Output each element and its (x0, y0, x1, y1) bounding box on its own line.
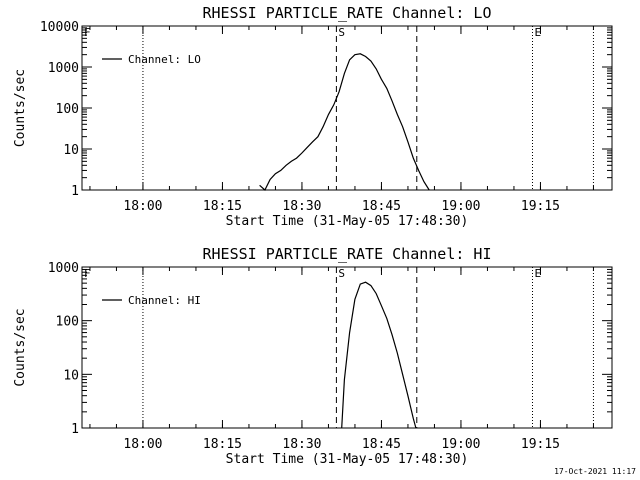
chart1-x-tick-label: 19:15 (521, 199, 560, 214)
chart2-y-tick-label: 1000 (48, 261, 79, 276)
chart1-x-tick-label: 18:45 (362, 199, 401, 214)
chart2-x-tick-label: 18:30 (282, 437, 321, 452)
chart1-time-marker-label: S (338, 26, 345, 39)
chart2-time-marker-label: S (338, 267, 345, 280)
chart1-title: RHESSI PARTICLE_RATE Channel: LO (203, 4, 492, 22)
chart2-time-marker-label: E (535, 267, 542, 280)
chart1-x-tick-label: 18:15 (203, 199, 242, 214)
chart2-x-tick-label: 18:00 (123, 437, 162, 452)
chart2-legend-label: Channel: HI (128, 294, 201, 307)
chart1-y-tick-label: 1000 (48, 61, 79, 76)
chart1-y-axis-label: Counts/sec (13, 69, 28, 147)
chart1-y-tick-label: 10000 (40, 20, 79, 35)
chart1-x-tick-label: 18:30 (282, 199, 321, 214)
chart1-y-tick-label: 10 (63, 143, 79, 158)
chart1-legend-label: Channel: LO (128, 53, 201, 66)
chart2-y-axis-label: Counts/sec (13, 308, 28, 386)
chart1-time-marker-label: E (535, 26, 542, 39)
chart2-title: RHESSI PARTICLE_RATE Channel: HI (203, 245, 492, 263)
chart2-y-tick-label: 1 (71, 422, 79, 437)
chart2-x-tick-label: 18:15 (203, 437, 242, 452)
chart2-plot-frame (81, 266, 613, 429)
chart2-x-tick-label: 18:45 (362, 437, 401, 452)
chart1-x-tick-label: 18:00 (123, 199, 162, 214)
footer-timestamp: 17-Oct-2021 11:17 (554, 467, 636, 476)
chart1-time-marker-label: F (84, 26, 91, 39)
chart2-x-tick-label: 19:00 (441, 437, 480, 452)
chart1-x-axis-label: Start Time (31-May-05 17:48:30) (226, 214, 469, 229)
chart1-y-tick-label: 100 (56, 102, 79, 117)
chart2-series-line (341, 281, 417, 429)
chart2-time-marker-label: F (84, 267, 91, 280)
chart2-x-axis-label: Start Time (31-May-05 17:48:30) (226, 452, 469, 467)
chart1-x-tick-label: 19:00 (441, 199, 480, 214)
chart1-y-tick-label: 1 (71, 184, 79, 199)
chart2-x-tick-label: 19:15 (521, 437, 560, 452)
chart2-y-tick-label: 10 (63, 368, 79, 383)
chart1-series-line (259, 53, 430, 191)
chart2-y-tick-label: 100 (56, 315, 79, 330)
